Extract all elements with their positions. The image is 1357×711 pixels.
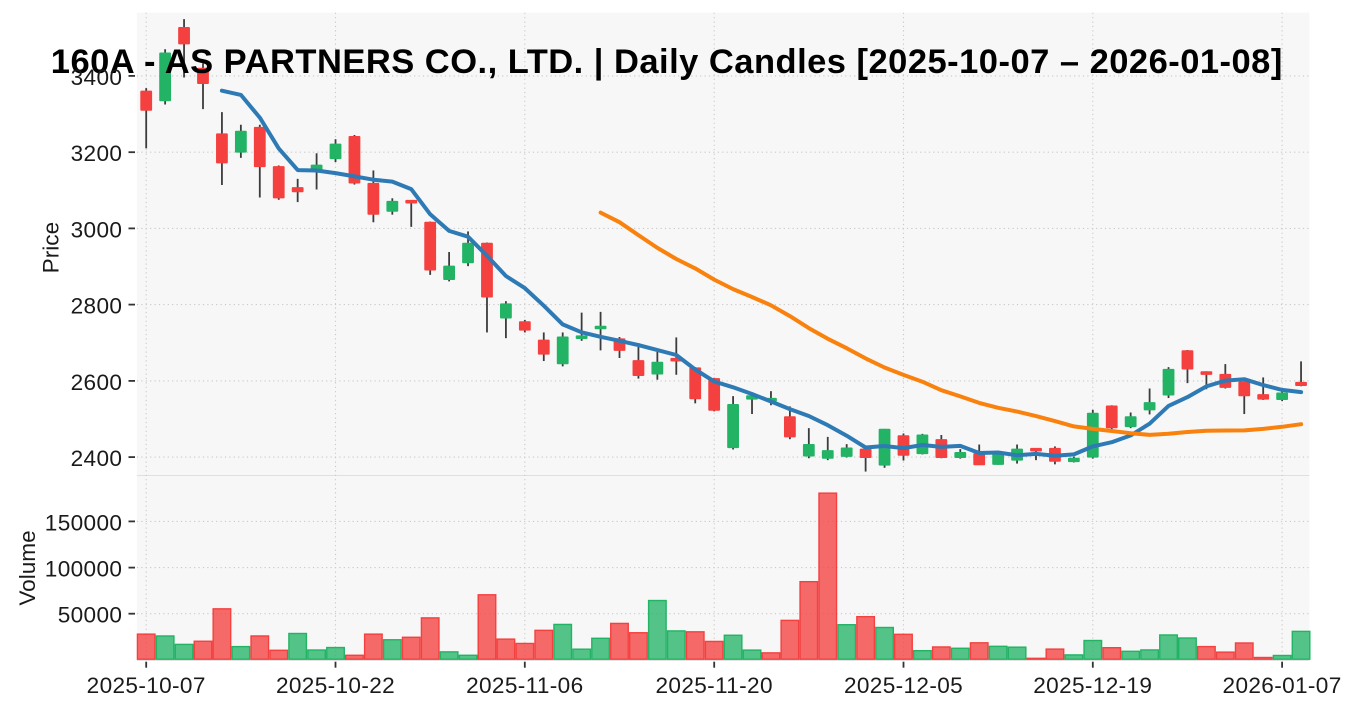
svg-text:2600: 2600 xyxy=(71,370,123,395)
svg-text:2025-12-19: 2025-12-19 xyxy=(1033,673,1152,698)
svg-text:2025-11-20: 2025-11-20 xyxy=(655,673,772,698)
svg-text:100000: 100000 xyxy=(45,557,123,582)
svg-text:Price: Price xyxy=(38,222,63,273)
svg-text:3000: 3000 xyxy=(71,217,123,242)
svg-text:2800: 2800 xyxy=(71,294,123,319)
svg-text:50000: 50000 xyxy=(58,603,123,628)
svg-text:2025-10-22: 2025-10-22 xyxy=(276,673,395,698)
svg-text:160A - AS PARTNERS CO., LTD. |: 160A - AS PARTNERS CO., LTD. | Daily Can… xyxy=(51,43,1283,81)
svg-text:3200: 3200 xyxy=(71,141,123,166)
svg-text:2400: 2400 xyxy=(71,446,123,471)
svg-text:2025-11-06: 2025-11-06 xyxy=(466,673,583,698)
svg-text:150000: 150000 xyxy=(45,510,123,535)
svg-text:3400: 3400 xyxy=(71,65,123,90)
svg-text:2025-10-07: 2025-10-07 xyxy=(87,673,206,698)
svg-text:2026-01-07: 2026-01-07 xyxy=(1223,673,1342,698)
svg-text:2025-12-05: 2025-12-05 xyxy=(844,673,963,698)
svg-text:Volume: Volume xyxy=(15,530,40,605)
